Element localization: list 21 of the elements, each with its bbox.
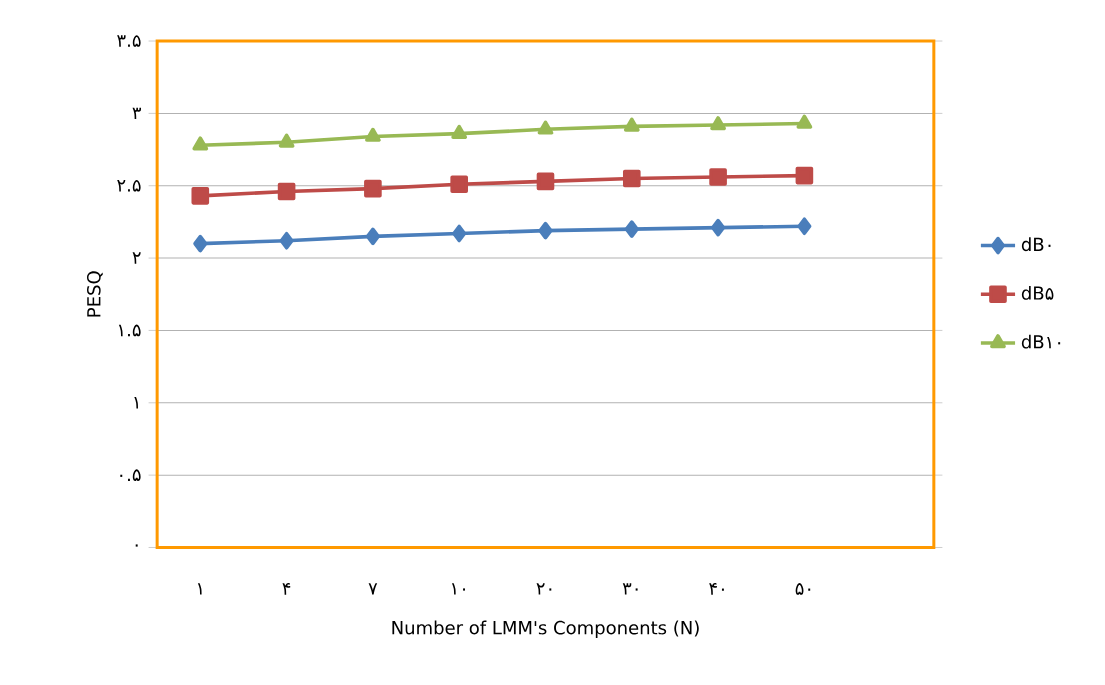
x-tick-label: ۴ [282, 583, 291, 595]
y-tick-label: ۱ [134, 397, 138, 409]
x-tick-label: ۴۰ [709, 583, 724, 595]
y-tick-label: ۱.۵ [118, 324, 141, 337]
x-tick-label: ۲۰ [536, 583, 552, 595]
x-tick-label: ۳۰ [622, 583, 638, 595]
x-tick-label: ۱ [197, 583, 202, 595]
y-tick-label: ۲ [132, 252, 141, 264]
y-tick-label: ۲.۵ [117, 180, 141, 192]
y-axis-title: PESQ [87, 271, 103, 317]
legend-label: dB۰ [1021, 237, 1051, 252]
legend-label: dB۵ [1021, 286, 1054, 301]
y-tick-label: ۳.۵ [117, 35, 141, 48]
x-axis-title: Number of LMM's Components (N) [392, 620, 699, 639]
y-tick-label: ۰ [135, 544, 138, 547]
x-tick-label: ۵۰ [795, 583, 811, 595]
y-tick-label: ۰.۵ [120, 469, 141, 482]
x-tick-label: ۱۰ [451, 583, 465, 595]
legend-label: dB۱۰ [1021, 334, 1061, 349]
x-tick-label: ۷ [368, 583, 378, 595]
y-tick-label: ۳ [132, 107, 142, 120]
